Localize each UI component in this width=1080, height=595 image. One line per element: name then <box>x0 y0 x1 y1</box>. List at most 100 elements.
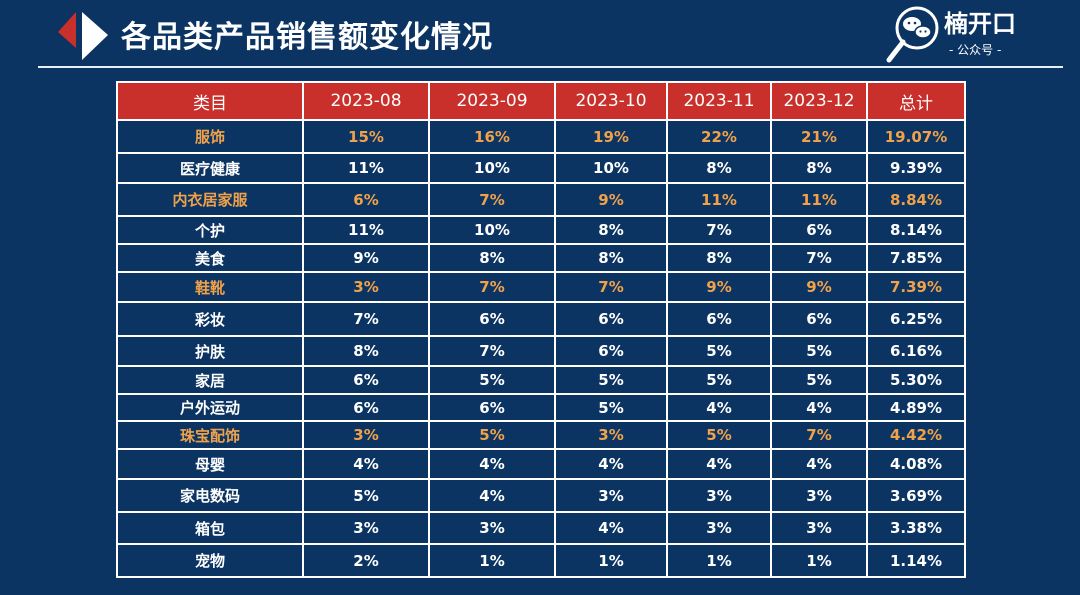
value-cell: 3% <box>554 478 668 513</box>
total-cell: 6.25% <box>866 301 966 337</box>
table-row: 个护 11% 10% 8% 7% 6% 8.14% <box>116 215 966 245</box>
value-cell: 7% <box>428 271 556 303</box>
page-title: 各品类产品销售额变化情况 <box>121 20 493 55</box>
total-cell: 5.30% <box>866 365 966 395</box>
value-cell: 5% <box>666 420 772 450</box>
value-cell: 4% <box>666 393 772 422</box>
category-cell: 个护 <box>116 215 304 245</box>
total-cell: 4.42% <box>866 420 966 450</box>
value-cell: 9% <box>666 271 772 303</box>
total-cell: 3.69% <box>866 478 966 513</box>
value-cell: 6% <box>428 301 556 337</box>
total-cell: 3.38% <box>866 511 966 545</box>
value-cell: 9% <box>554 182 668 217</box>
category-cell: 鞋靴 <box>116 271 304 303</box>
table-row: 内衣居家服 6% 7% 9% 11% 11% 8.84% <box>116 182 966 217</box>
value-cell: 4% <box>554 448 668 480</box>
triangle-logo-icon <box>58 12 108 60</box>
value-cell: 5% <box>554 393 668 422</box>
brand-name: 楠开口 <box>944 9 1016 38</box>
category-cell: 服饰 <box>116 119 304 154</box>
table-row: 家居 6% 5% 5% 5% 5% 5.30% <box>116 365 966 395</box>
total-cell: 7.39% <box>866 271 966 303</box>
table-row: 家电数码 5% 4% 3% 3% 3% 3.69% <box>116 478 966 513</box>
value-cell: 9% <box>770 271 868 303</box>
total-cell: 4.89% <box>866 393 966 422</box>
value-cell: 11% <box>302 152 430 184</box>
table-row: 箱包 3% 3% 4% 3% 3% 3.38% <box>116 511 966 545</box>
total-cell: 9.39% <box>866 152 966 184</box>
value-cell: 8% <box>770 152 868 184</box>
value-cell: 6% <box>302 182 430 217</box>
value-cell: 3% <box>666 478 772 513</box>
brand-badge: 楠开口 - 公众号 - <box>885 4 1035 66</box>
value-cell: 3% <box>770 511 868 545</box>
table-row: 鞋靴 3% 7% 7% 9% 9% 7.39% <box>116 271 966 303</box>
value-cell: 7% <box>770 243 868 273</box>
value-cell: 6% <box>428 393 556 422</box>
value-cell: 5% <box>428 365 556 395</box>
value-cell: 7% <box>770 420 868 450</box>
table-row: 医疗健康 11% 10% 10% 8% 8% 9.39% <box>116 152 966 184</box>
total-cell: 4.08% <box>866 448 966 480</box>
column-header-2023-10: 2023-10 <box>554 81 668 121</box>
magnifier-chat-icon <box>886 6 939 63</box>
value-cell: 22% <box>666 119 772 154</box>
sales-table: 类目 2023-08 2023-09 2023-10 2023-11 2023-… <box>116 81 966 578</box>
value-cell: 4% <box>428 478 556 513</box>
table-row: 户外运动 6% 6% 5% 4% 4% 4.89% <box>116 393 966 422</box>
column-header-2023-11: 2023-11 <box>666 81 772 121</box>
value-cell: 3% <box>770 478 868 513</box>
value-cell: 4% <box>666 448 772 480</box>
value-cell: 8% <box>554 243 668 273</box>
category-cell: 彩妆 <box>116 301 304 337</box>
category-cell: 家电数码 <box>116 478 304 513</box>
total-cell: 19.07% <box>866 119 966 154</box>
value-cell: 3% <box>302 511 430 545</box>
value-cell: 6% <box>302 365 430 395</box>
value-cell: 19% <box>554 119 668 154</box>
table-row: 护肤 8% 7% 6% 5% 5% 6.16% <box>116 335 966 367</box>
value-cell: 5% <box>554 365 668 395</box>
value-cell: 21% <box>770 119 868 154</box>
table-header-row: 类目 2023-08 2023-09 2023-10 2023-11 2023-… <box>116 81 966 121</box>
value-cell: 11% <box>302 215 430 245</box>
value-cell: 6% <box>554 335 668 367</box>
value-cell: 6% <box>666 301 772 337</box>
value-cell: 5% <box>666 365 772 395</box>
table-row: 彩妆 7% 6% 6% 6% 6% 6.25% <box>116 301 966 337</box>
value-cell: 5% <box>428 420 556 450</box>
table-body: 服饰 15% 16% 19% 22% 21% 19.07% 医疗健康 11% 10% 10% 8% 8%… <box>116 119 966 578</box>
value-cell: 4% <box>428 448 556 480</box>
value-cell: 3% <box>554 420 668 450</box>
total-cell: 1.14% <box>866 543 966 578</box>
value-cell: 3% <box>302 271 430 303</box>
category-cell: 珠宝配饰 <box>116 420 304 450</box>
table-row: 服饰 15% 16% 19% 22% 21% 19.07% <box>116 119 966 154</box>
category-cell: 医疗健康 <box>116 152 304 184</box>
value-cell: 6% <box>554 301 668 337</box>
value-cell: 1% <box>428 543 556 578</box>
value-cell: 5% <box>770 365 868 395</box>
value-cell: 6% <box>770 215 868 245</box>
column-header-total: 总计 <box>866 81 966 121</box>
value-cell: 10% <box>554 152 668 184</box>
value-cell: 1% <box>666 543 772 578</box>
category-cell: 家居 <box>116 365 304 395</box>
value-cell: 9% <box>302 243 430 273</box>
total-cell: 6.16% <box>866 335 966 367</box>
value-cell: 1% <box>554 543 668 578</box>
value-cell: 16% <box>428 119 556 154</box>
value-cell: 11% <box>770 182 868 217</box>
value-cell: 3% <box>666 511 772 545</box>
value-cell: 2% <box>302 543 430 578</box>
value-cell: 15% <box>302 119 430 154</box>
value-cell: 7% <box>302 301 430 337</box>
header-divider <box>38 66 1063 68</box>
value-cell: 8% <box>554 215 668 245</box>
value-cell: 7% <box>428 182 556 217</box>
value-cell: 4% <box>770 448 868 480</box>
value-cell: 7% <box>428 335 556 367</box>
value-cell: 11% <box>666 182 772 217</box>
value-cell: 5% <box>770 335 868 367</box>
